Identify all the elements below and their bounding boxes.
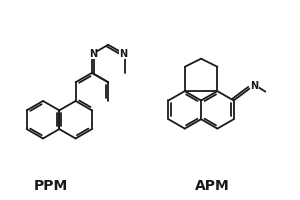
Text: N: N (89, 49, 97, 59)
Text: PPM: PPM (34, 179, 68, 193)
Text: APM: APM (195, 179, 230, 193)
Text: N: N (119, 49, 128, 59)
Text: N: N (250, 81, 259, 91)
